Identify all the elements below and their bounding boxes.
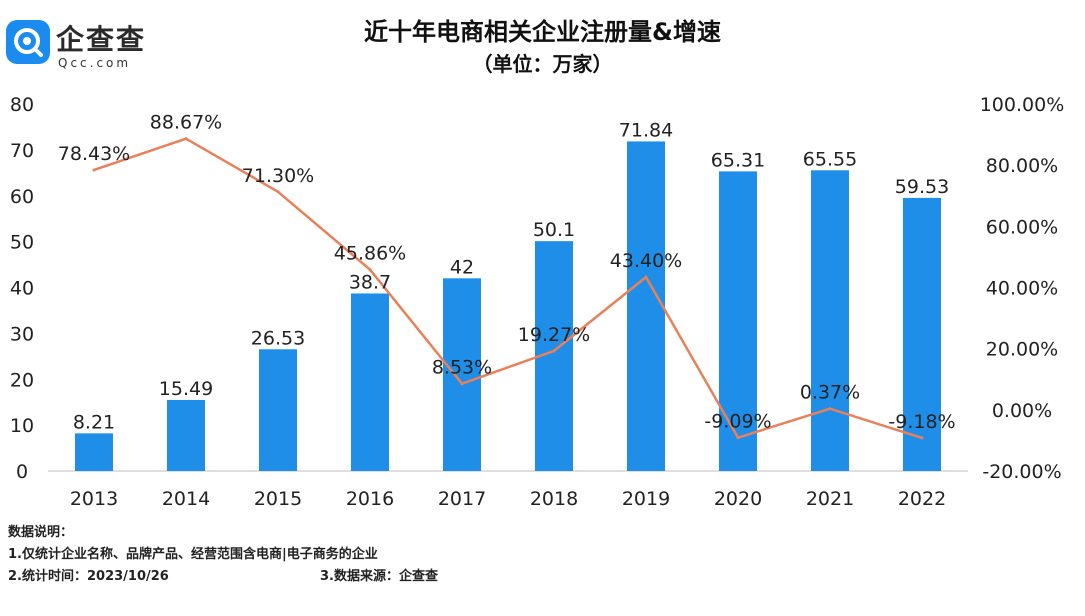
growth-rate-line bbox=[93, 137, 923, 440]
right-axis-tick-label: -20.00% bbox=[982, 461, 1061, 483]
bar bbox=[719, 171, 757, 471]
logo-domain: Qcc.com bbox=[58, 56, 132, 70]
growth-rate-label: 78.43% bbox=[58, 143, 130, 165]
bar bbox=[259, 349, 297, 471]
bar-value-label: 71.84 bbox=[619, 119, 673, 141]
growth-rate-label: 43.40% bbox=[610, 250, 682, 272]
notes-source: 3.数据来源：企查查 bbox=[320, 569, 438, 584]
growth-rate-label: 71.30% bbox=[242, 165, 314, 187]
logo-name: 企查查 bbox=[56, 23, 147, 56]
notes-line-1: 1.仅统计企业名称、品牌产品、经营范围含电商|电子商务的企业 bbox=[8, 547, 378, 562]
right-axis-tick-label: 40.00% bbox=[986, 278, 1058, 300]
growth-rate-point bbox=[736, 436, 740, 440]
bar-value-label: 65.55 bbox=[803, 148, 857, 170]
growth-rate-label: 0.37% bbox=[800, 382, 860, 404]
notes-time: 2.统计时间：2023/10/26 bbox=[8, 569, 169, 584]
x-axis-tick-label: 2013 bbox=[70, 488, 118, 510]
left-axis-tick-label: 80 bbox=[10, 94, 34, 116]
right-axis-tick-label: 0.00% bbox=[992, 400, 1052, 422]
bar bbox=[351, 293, 389, 471]
x-axis-tick-label: 2018 bbox=[530, 488, 578, 510]
growth-rate-point bbox=[368, 268, 372, 272]
right-axis-tick-label: 80.00% bbox=[986, 155, 1058, 177]
bar-value-label: 15.49 bbox=[159, 378, 213, 400]
growth-rate-label: 45.86% bbox=[334, 243, 406, 265]
growth-rate-point bbox=[92, 168, 96, 172]
bar bbox=[627, 141, 665, 471]
left-axis-tick-label: 60 bbox=[10, 186, 34, 208]
growth-rate-point bbox=[552, 349, 556, 353]
bar-value-label: 42 bbox=[450, 256, 474, 278]
bar bbox=[903, 197, 941, 471]
bar-value-label: 26.53 bbox=[251, 327, 305, 349]
bar-value-label: 65.31 bbox=[711, 149, 765, 171]
bar-value-label: 38.7 bbox=[349, 271, 391, 293]
qcc-logo: 企查查 Qcc.com bbox=[6, 12, 166, 70]
growth-rate-label: 8.53% bbox=[432, 357, 492, 379]
x-axis-tick-label: 2017 bbox=[438, 488, 486, 510]
x-axis-tick-label: 2020 bbox=[714, 488, 762, 510]
right-axis-tick-label: 100.00% bbox=[980, 94, 1065, 116]
x-axis-tick-label: 2019 bbox=[622, 488, 670, 510]
growth-rate-point bbox=[920, 436, 924, 440]
growth-rate-label: 19.27% bbox=[518, 324, 590, 346]
growth-rate-point bbox=[184, 137, 188, 141]
data-notes: 数据说明： 1.仅统计企业名称、品牌产品、经营范围含电商|电子商务的企业 2.统… bbox=[8, 522, 438, 588]
right-axis-tick-label: 20.00% bbox=[986, 339, 1058, 361]
left-axis-tick-label: 50 bbox=[10, 232, 34, 254]
x-axis-tick-label: 2016 bbox=[346, 488, 394, 510]
left-axis-tick-label: 30 bbox=[10, 323, 34, 345]
x-axis-tick-label: 2014 bbox=[162, 488, 210, 510]
x-axis-tick-label: 2021 bbox=[806, 488, 854, 510]
bar bbox=[443, 278, 481, 471]
growth-rate-point bbox=[460, 382, 464, 386]
x-axis-tick-label: 2022 bbox=[898, 488, 946, 510]
growth-rate-label: -9.18% bbox=[888, 411, 955, 433]
growth-rate-point bbox=[276, 190, 280, 194]
left-axis-tick-label: 70 bbox=[10, 140, 34, 162]
bar-value-label: 8.21 bbox=[73, 411, 115, 433]
x-axis-tick-label: 2015 bbox=[254, 488, 302, 510]
notes-heading: 数据说明： bbox=[8, 525, 74, 540]
bar bbox=[75, 433, 113, 471]
growth-rate-point bbox=[644, 275, 648, 279]
qcc-logo-icon bbox=[6, 20, 50, 64]
growth-rate-point bbox=[828, 407, 832, 411]
growth-rate-label: 88.67% bbox=[150, 112, 222, 134]
left-axis-tick-label: 40 bbox=[10, 278, 34, 300]
right-axis-tick-label: 60.00% bbox=[986, 216, 1058, 238]
bar-value-label: 50.1 bbox=[533, 219, 575, 241]
bar-value-label: 59.53 bbox=[895, 176, 949, 198]
growth-rate-label: -9.09% bbox=[704, 411, 771, 433]
chart-title: 近十年电商相关企业注册量&增速 bbox=[364, 18, 721, 46]
bar bbox=[167, 399, 205, 471]
bar bbox=[811, 170, 849, 471]
left-axis-tick-label: 20 bbox=[10, 369, 34, 391]
left-axis-tick-label: 10 bbox=[10, 415, 34, 437]
chart-subtitle: （单位：万家） bbox=[472, 52, 613, 76]
left-axis-tick-label: 0 bbox=[16, 461, 28, 483]
